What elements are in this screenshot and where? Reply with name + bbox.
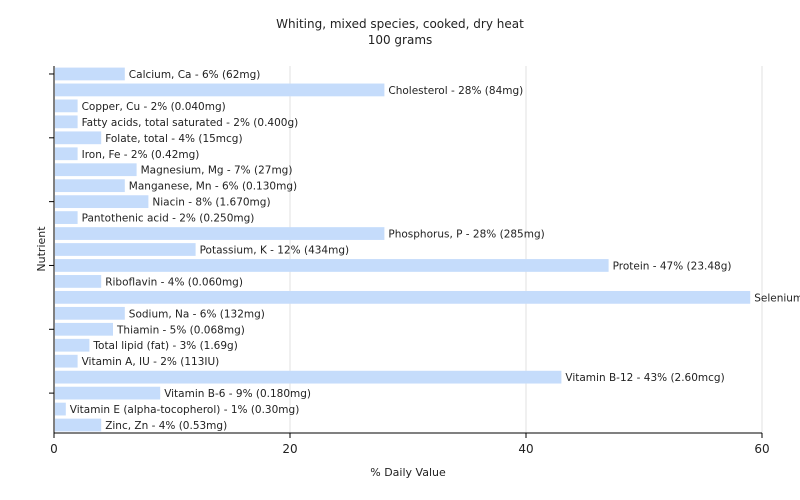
bar-label: Vitamin B-6 - 9% (0.180mg) xyxy=(164,388,311,400)
bar-label: Sodium, Na - 6% (132mg) xyxy=(129,308,265,320)
bar-label: Copper, Cu - 2% (0.040mg) xyxy=(82,101,226,113)
y-axis-title: Nutrient xyxy=(35,226,48,272)
bar-label: Total lipid (fat) - 3% (1.69g) xyxy=(92,340,237,352)
bar-7 xyxy=(55,179,125,193)
bar-6 xyxy=(55,163,137,177)
bar-8 xyxy=(55,195,149,209)
bar-label: Potassium, K - 12% (434mg) xyxy=(200,245,350,257)
bar-5 xyxy=(55,147,78,161)
bar-1 xyxy=(55,83,385,97)
axes: 0 20 40 60 xyxy=(49,66,770,456)
bar-2 xyxy=(55,99,78,113)
bar-label: Thiamin - 5% (0.068mg) xyxy=(116,324,245,336)
chart-subtitle: 100 grams xyxy=(368,33,433,47)
bar-label: Folate, total - 4% (15mcg) xyxy=(105,133,242,145)
bar-16 xyxy=(55,322,113,336)
bar-20 xyxy=(55,386,161,400)
bar-19 xyxy=(55,370,562,384)
bar-3 xyxy=(55,115,78,129)
bar-label: Magnesium, Mg - 7% (27mg) xyxy=(141,165,293,177)
bar-label: Cholesterol - 28% (84mg) xyxy=(388,85,523,97)
bar-9 xyxy=(55,211,78,224)
bar-label: Manganese, Mn - 6% (0.130mg) xyxy=(129,181,297,193)
bar-18 xyxy=(55,354,78,368)
bar-label: Phosphorus, P - 28% (285mg) xyxy=(388,229,544,241)
bar-label: Protein - 47% (23.48g) xyxy=(613,260,732,272)
bar-label: Selenium, Se - 59% (41.1mcg) xyxy=(754,292,800,304)
bar-label: Vitamin E (alpha-tocopherol) - 1% (0.30m… xyxy=(70,404,299,416)
bar-label: Niacin - 8% (1.670mg) xyxy=(152,197,270,209)
chart-title: Whiting, mixed species, cooked, dry heat xyxy=(276,17,524,31)
bar-label: Calcium, Ca - 6% (62mg) xyxy=(129,69,261,81)
x-tick-label: 60 xyxy=(754,442,769,456)
bar-15 xyxy=(55,306,125,320)
bar-label: Riboflavin - 4% (0.060mg) xyxy=(105,276,243,288)
bars-group: Calcium, Ca - 6% (62mg) Cholesterol - 28%… xyxy=(55,67,800,432)
bar-13 xyxy=(55,275,102,288)
bar-12 xyxy=(55,259,609,272)
bar-17 xyxy=(55,338,90,352)
bar-label: Vitamin A, IU - 2% (113IU) xyxy=(82,356,220,368)
x-tick-label: 20 xyxy=(282,442,297,456)
x-axis-title: % Daily Value xyxy=(370,466,446,479)
bar-21 xyxy=(55,402,66,416)
bar-0 xyxy=(55,67,125,81)
bar-label: Fatty acids, total saturated - 2% (0.400… xyxy=(82,117,299,129)
bar-label: Iron, Fe - 2% (0.42mg) xyxy=(82,149,200,161)
x-tick-label: 40 xyxy=(518,442,533,456)
bar-label: Zinc, Zn - 4% (0.53mg) xyxy=(105,420,227,432)
bar-4 xyxy=(55,131,102,145)
bar-22 xyxy=(55,418,102,432)
bar-11 xyxy=(55,243,196,256)
bar-10 xyxy=(55,227,385,240)
bar-label: Pantothenic acid - 2% (0.250mg) xyxy=(82,213,255,225)
x-tick-label: 0 xyxy=(50,442,58,456)
bar-label: Vitamin B-12 - 43% (2.60mcg) xyxy=(565,372,724,384)
bar-14 xyxy=(55,290,751,304)
